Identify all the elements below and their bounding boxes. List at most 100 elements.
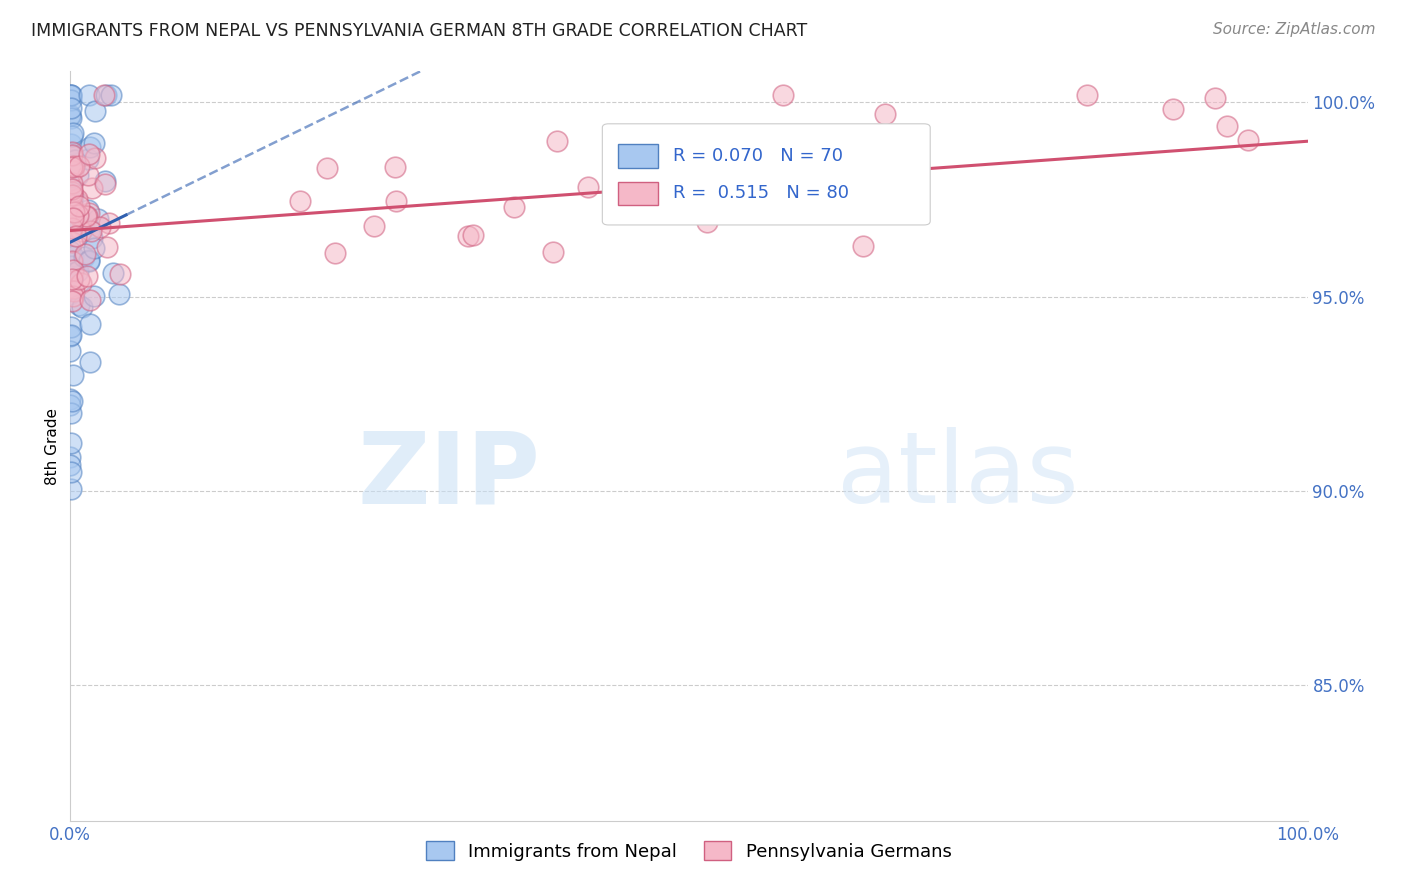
Point	[93, 87, 115, 102]
Point	[80, 225, 103, 239]
Point	[862, 146, 884, 161]
Point	[77, 253, 100, 268]
Point	[60, 253, 83, 268]
Point	[59, 465, 82, 479]
Point	[688, 180, 710, 194]
Legend: Immigrants from Nepal, Pennsylvania Germans: Immigrants from Nepal, Pennsylvania Germ…	[419, 834, 959, 868]
Text: R = 0.070   N = 70: R = 0.070 N = 70	[673, 147, 842, 165]
Point	[83, 103, 105, 118]
Point	[63, 204, 86, 219]
Point	[59, 238, 82, 252]
Point	[62, 202, 84, 217]
Point	[76, 203, 98, 218]
Point	[59, 450, 82, 465]
Bar	[619, 181, 658, 205]
Point	[93, 174, 115, 188]
Point	[76, 209, 98, 223]
Point	[59, 398, 82, 412]
Point	[59, 179, 82, 194]
Point	[94, 178, 117, 192]
Point	[59, 136, 82, 151]
Point	[60, 148, 83, 162]
Point	[875, 106, 897, 120]
Point	[60, 148, 83, 162]
Point	[1161, 102, 1184, 116]
Point	[59, 203, 82, 218]
Point	[315, 161, 337, 176]
Point	[59, 190, 82, 204]
Point	[77, 146, 100, 161]
Point	[101, 266, 124, 280]
Point	[108, 287, 131, 301]
Point	[62, 160, 84, 174]
Point	[62, 220, 84, 235]
Point	[66, 192, 89, 206]
Point	[76, 268, 98, 283]
Point	[59, 109, 82, 123]
Point	[77, 87, 100, 102]
Point	[60, 293, 83, 308]
Point	[62, 267, 84, 281]
Point	[67, 159, 90, 173]
Point	[384, 161, 406, 175]
Point	[323, 246, 346, 260]
Text: atlas: atlas	[838, 427, 1078, 524]
Point	[70, 300, 93, 314]
Point	[79, 140, 101, 154]
Point	[62, 284, 84, 298]
Point	[84, 151, 107, 165]
Point	[457, 229, 479, 244]
Point	[79, 222, 101, 236]
Point	[79, 354, 101, 368]
Point	[60, 203, 83, 218]
Y-axis label: 8th Grade: 8th Grade	[45, 408, 60, 484]
Point	[60, 272, 83, 286]
Point	[75, 247, 97, 261]
Point	[59, 286, 82, 301]
Point	[461, 227, 484, 242]
Point	[59, 194, 82, 208]
Point	[75, 209, 97, 223]
Point	[62, 263, 84, 277]
Text: ZIP: ZIP	[357, 427, 540, 524]
Point	[59, 145, 82, 159]
Point	[66, 168, 89, 182]
Point	[59, 87, 82, 102]
Point	[790, 137, 813, 152]
Point	[60, 235, 83, 249]
Point	[62, 127, 84, 141]
Point	[62, 281, 84, 295]
Point	[62, 248, 84, 262]
Point	[904, 201, 927, 215]
Point	[60, 202, 83, 216]
Point	[96, 240, 118, 254]
Point	[79, 317, 101, 331]
Point	[70, 224, 93, 238]
Bar	[619, 144, 658, 168]
Point	[60, 272, 83, 286]
Point	[67, 298, 90, 312]
Point	[290, 194, 312, 209]
Point	[59, 344, 82, 359]
Point	[1076, 87, 1098, 102]
Point	[77, 169, 100, 183]
FancyBboxPatch shape	[602, 124, 931, 225]
Point	[60, 129, 83, 144]
Point	[60, 111, 83, 125]
Point	[65, 228, 87, 243]
Point	[59, 244, 82, 258]
Point	[60, 209, 83, 223]
Point	[754, 202, 776, 217]
Point	[852, 239, 875, 253]
Point	[59, 93, 82, 107]
Point	[1204, 91, 1226, 105]
Point	[60, 394, 83, 409]
Point	[59, 108, 82, 122]
Point	[603, 183, 626, 197]
Point	[503, 200, 526, 214]
Point	[60, 186, 83, 200]
Point	[62, 163, 84, 178]
Point	[77, 252, 100, 267]
Point	[59, 87, 82, 102]
Point	[67, 271, 90, 285]
